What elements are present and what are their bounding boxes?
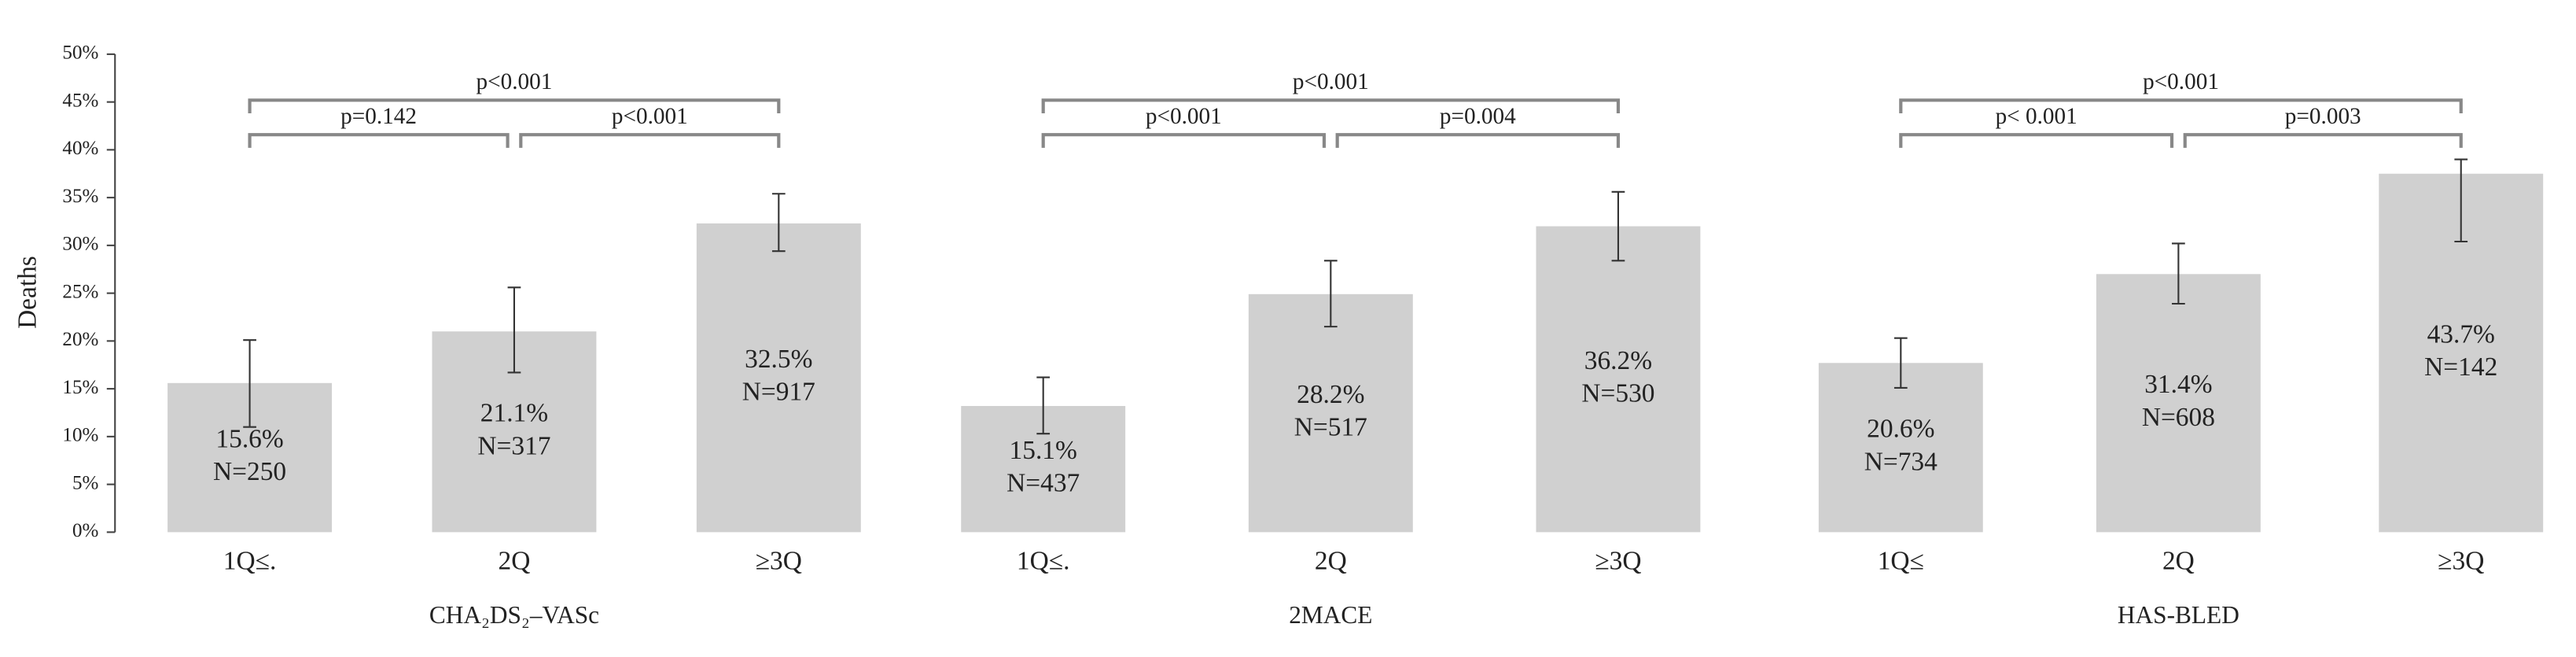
p-value: p<0.001 [1146,104,1222,129]
bar-label: 15.1% [1010,436,1077,465]
bar [1536,226,1701,533]
bracket [248,98,781,114]
bracket [1041,133,1327,148]
y-tick-label: 50% [62,42,98,64]
y-tick-label: 0% [72,520,99,541]
bar-label: N=917 [742,378,815,407]
y-tick-label: 35% [62,186,98,207]
y-tick-label: 5% [72,472,99,493]
error-bar [2454,158,2468,243]
y-tick-label: 15% [62,377,98,398]
error-bar [2172,242,2185,305]
y-axis-label: Deaths [13,256,42,329]
y-tick-label: 25% [62,281,98,302]
y-tick-label: 10% [62,425,98,446]
error-bar [771,193,786,253]
bar-label: 21.1% [480,399,548,428]
p-value: p<0.001 [612,104,688,129]
y-tick-label: 20% [62,329,98,350]
bar-label: 20.6% [1867,415,1934,444]
bar-label: 28.2% [1297,380,1364,409]
x-tick-label: 1Q≤. [1017,547,1070,576]
bar-label: N=530 [1581,379,1654,408]
x-tick-label: 1Q≤. [223,547,277,576]
error-bar [243,339,256,428]
p-value: p<0.001 [2143,69,2219,94]
bracket [1899,98,2463,114]
p-value: p<0.001 [1293,69,1369,94]
x-tick-label: ≥3Q [756,547,802,576]
bar-label: N=734 [1864,447,1938,476]
error-bar [1036,376,1051,435]
bar-label: 43.7% [2427,319,2495,349]
bracket [248,133,510,148]
x-tick-label: 2Q [2162,547,2195,576]
bar [1248,293,1413,533]
bar-label: N=608 [2142,403,2215,432]
x-tick-label: 2Q [1315,547,1347,576]
error-bar [1323,260,1338,328]
x-tick-label: ≥3Q [2438,547,2484,576]
bar-label: N=437 [1006,469,1080,498]
group-label: CHA₂DS₂–VASc [429,601,599,629]
bar-label: 36.2% [1584,346,1652,375]
bracket [1041,98,1621,114]
bar [696,223,861,533]
p-value: p=0.004 [1440,104,1516,129]
bar-label: N=317 [477,431,550,460]
p-value: p=0.003 [2285,104,2361,129]
x-tick-label: 2Q [499,547,531,576]
error-bar [1611,190,1625,262]
bar [2096,274,2261,533]
p-value: p<0.001 [477,69,553,94]
x-tick-label: ≥3Q [1595,547,1641,576]
bar-label: 15.6% [215,424,283,453]
group-label: HAS-BLED [2118,601,2239,629]
error-bar [507,286,521,374]
bar-label: 31.4% [2144,370,2212,399]
y-tick-label: 45% [62,90,98,111]
p-value: p< 0.001 [1996,104,2077,129]
p-value: p=0.142 [340,104,417,129]
y-tick-label: 40% [62,138,98,159]
y-tick-label: 30% [62,234,98,255]
bar [1818,363,1983,533]
bracket [519,133,781,148]
bar-label: N=142 [2424,352,2497,382]
group-label: 2MACE [1289,601,1372,629]
x-tick-label: 1Q≤ [1878,547,1924,576]
bracket [1335,133,1621,148]
bracket [1899,133,2174,148]
error-bar [1893,337,1908,389]
bar-label: N=250 [213,457,286,486]
bar-label: N=517 [1294,413,1367,442]
bar-label: 32.5% [745,345,812,374]
bracket [2183,133,2463,148]
